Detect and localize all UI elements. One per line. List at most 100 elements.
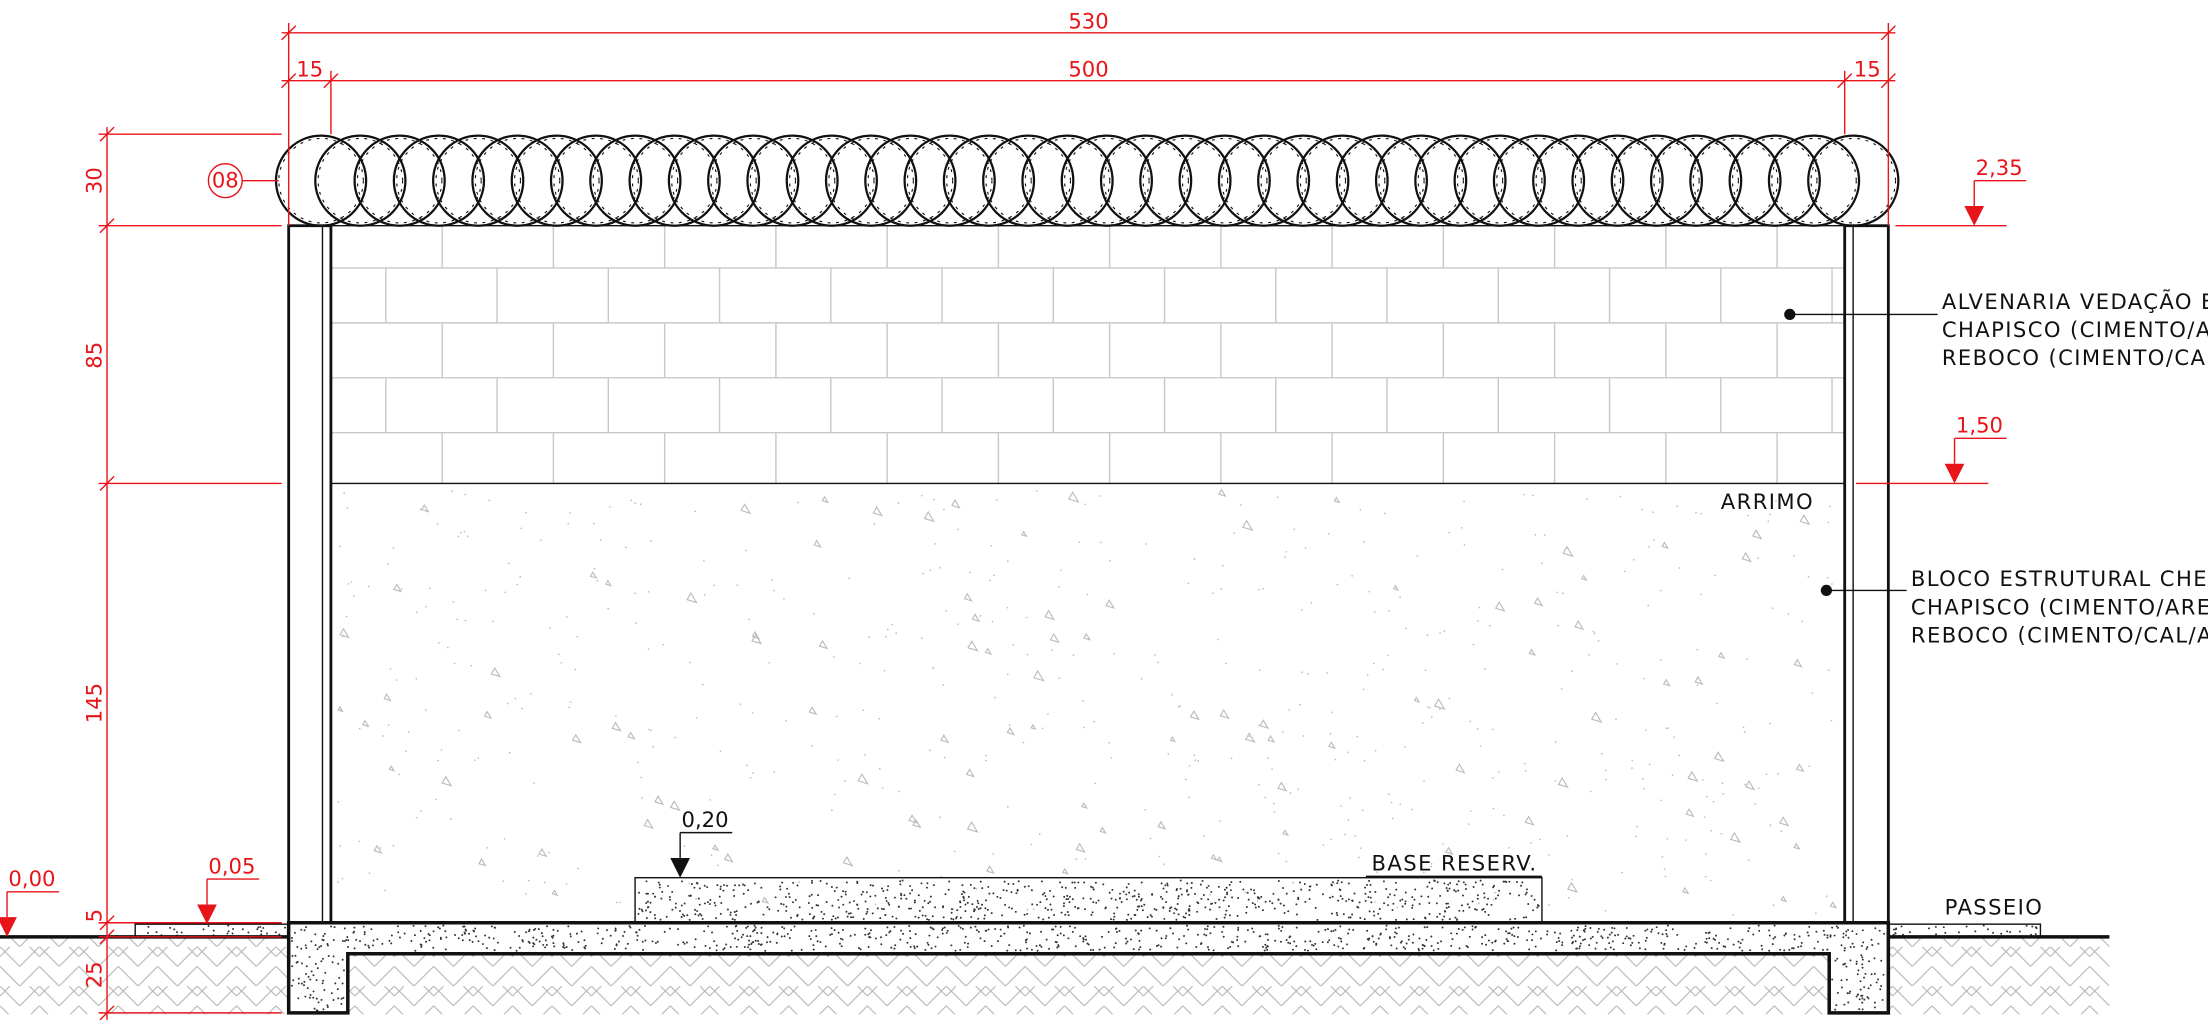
- concrete-dot: [746, 935, 749, 938]
- concrete-dot: [1366, 883, 1369, 886]
- note-line: BLOCO ESTRUTURAL CHEI: [1911, 566, 2208, 591]
- concrete-dot: [552, 942, 555, 945]
- concrete-dot: [538, 940, 541, 943]
- concrete-dot: [601, 937, 604, 940]
- concrete-dot: [850, 916, 853, 919]
- concrete-dot: [917, 916, 920, 919]
- aggregate: [1815, 912, 1817, 915]
- aggregate: [1374, 749, 1377, 752]
- aggregate: [428, 587, 431, 590]
- wire-coil: [1103, 137, 1189, 224]
- concrete-dot: [1110, 897, 1113, 900]
- concrete-dot: [353, 947, 356, 950]
- concrete-dot: [782, 903, 785, 906]
- concrete-dot: [1405, 942, 1408, 945]
- concrete-dot: [857, 947, 860, 949]
- concrete-dot: [934, 945, 937, 948]
- concrete-dot: [1190, 882, 1193, 884]
- concrete-dot: [1847, 1001, 1850, 1004]
- concrete-dot: [1826, 934, 1829, 937]
- aggregate: [1720, 832, 1723, 835]
- base-reservoir: [634, 876, 1543, 924]
- aggregate: [1528, 648, 1537, 656]
- concrete-dot: [1821, 948, 1824, 951]
- concrete-dot: [432, 946, 435, 949]
- concrete-dot: [652, 892, 655, 895]
- note-line: ALVENARIA VEDAÇÃO E: [1942, 288, 2208, 314]
- concrete-dot: [1603, 928, 1606, 931]
- aggregate: [1479, 745, 1482, 747]
- concrete-dot: [1266, 944, 1269, 947]
- concrete-dot: [1737, 940, 1740, 943]
- concrete-dot: [725, 925, 728, 928]
- concrete-dot: [1196, 910, 1199, 913]
- concrete-dot: [1861, 958, 1864, 961]
- concrete-dot: [1003, 932, 1006, 935]
- concrete-dot: [779, 888, 782, 891]
- aggregate: [1383, 512, 1386, 515]
- concrete-dot: [1629, 944, 1632, 947]
- aggregate: [1571, 878, 1573, 881]
- concrete-dot: [921, 906, 924, 909]
- aggregate: [1685, 839, 1687, 841]
- aggregate: [1211, 592, 1214, 594]
- aggregate: [435, 798, 437, 801]
- aggregate: [1391, 817, 1394, 820]
- concrete-dot: [1455, 932, 1458, 935]
- aggregate: [440, 749, 443, 751]
- concrete-dot: [1315, 948, 1318, 951]
- soil: [1888, 938, 2110, 1015]
- concrete-dot: [1134, 914, 1137, 917]
- level-label: 0,20: [682, 807, 729, 832]
- level-marker: [1964, 206, 1985, 226]
- concrete-dot: [735, 945, 738, 948]
- concrete-dot: [1179, 887, 1182, 890]
- concrete-dot: [596, 932, 599, 935]
- aggregate: [934, 543, 936, 545]
- aggregate: [703, 559, 705, 562]
- aggregate: [943, 508, 945, 511]
- concrete-dot: [1505, 938, 1508, 941]
- aggregate: [1285, 550, 1288, 553]
- concrete-dot: [661, 890, 664, 893]
- wire-coil: [667, 134, 761, 227]
- concrete-dot: [1098, 948, 1101, 951]
- aggregate: [1700, 593, 1702, 596]
- aggregate: [1663, 868, 1666, 871]
- dimension: 145: [81, 683, 106, 723]
- concrete-dot: [733, 911, 736, 914]
- aggregate: [504, 591, 507, 594]
- concrete-dot: [1133, 894, 1136, 897]
- concrete-dot: [1104, 907, 1107, 910]
- wire-coil: [788, 137, 875, 224]
- concrete-dot: [390, 934, 393, 937]
- concrete-dot: [963, 941, 966, 944]
- concrete-dot: [297, 982, 300, 985]
- aggregate: [739, 703, 742, 706]
- aggregate: [1554, 780, 1557, 782]
- concrete-dot: [1230, 940, 1233, 943]
- concrete-dot: [895, 917, 898, 920]
- concrete-dot: [1395, 888, 1398, 891]
- aggregate: [1373, 901, 1376, 903]
- aggregate: [346, 507, 349, 509]
- concrete-dot: [1412, 918, 1415, 921]
- concrete-dot: [1866, 996, 1869, 999]
- concrete-dot: [1497, 928, 1500, 931]
- aggregate: [992, 853, 994, 855]
- concrete-dot: [1974, 930, 1977, 933]
- concrete-dot: [880, 936, 882, 939]
- aggregate: [1492, 776, 1494, 779]
- concrete-dot: [893, 947, 896, 950]
- concrete-dot: [1089, 948, 1092, 951]
- concrete-dot: [733, 918, 736, 921]
- concrete-dot: [1588, 944, 1591, 947]
- concrete-dot: [1245, 905, 1248, 908]
- concrete-dot: [1280, 929, 1283, 932]
- foundation: [286, 920, 1891, 1015]
- concrete-dot: [640, 908, 643, 911]
- concrete-dot: [913, 945, 916, 948]
- concrete-dot: [1398, 926, 1400, 929]
- aggregate: [1285, 860, 1288, 863]
- concrete-dot: [1207, 884, 1210, 887]
